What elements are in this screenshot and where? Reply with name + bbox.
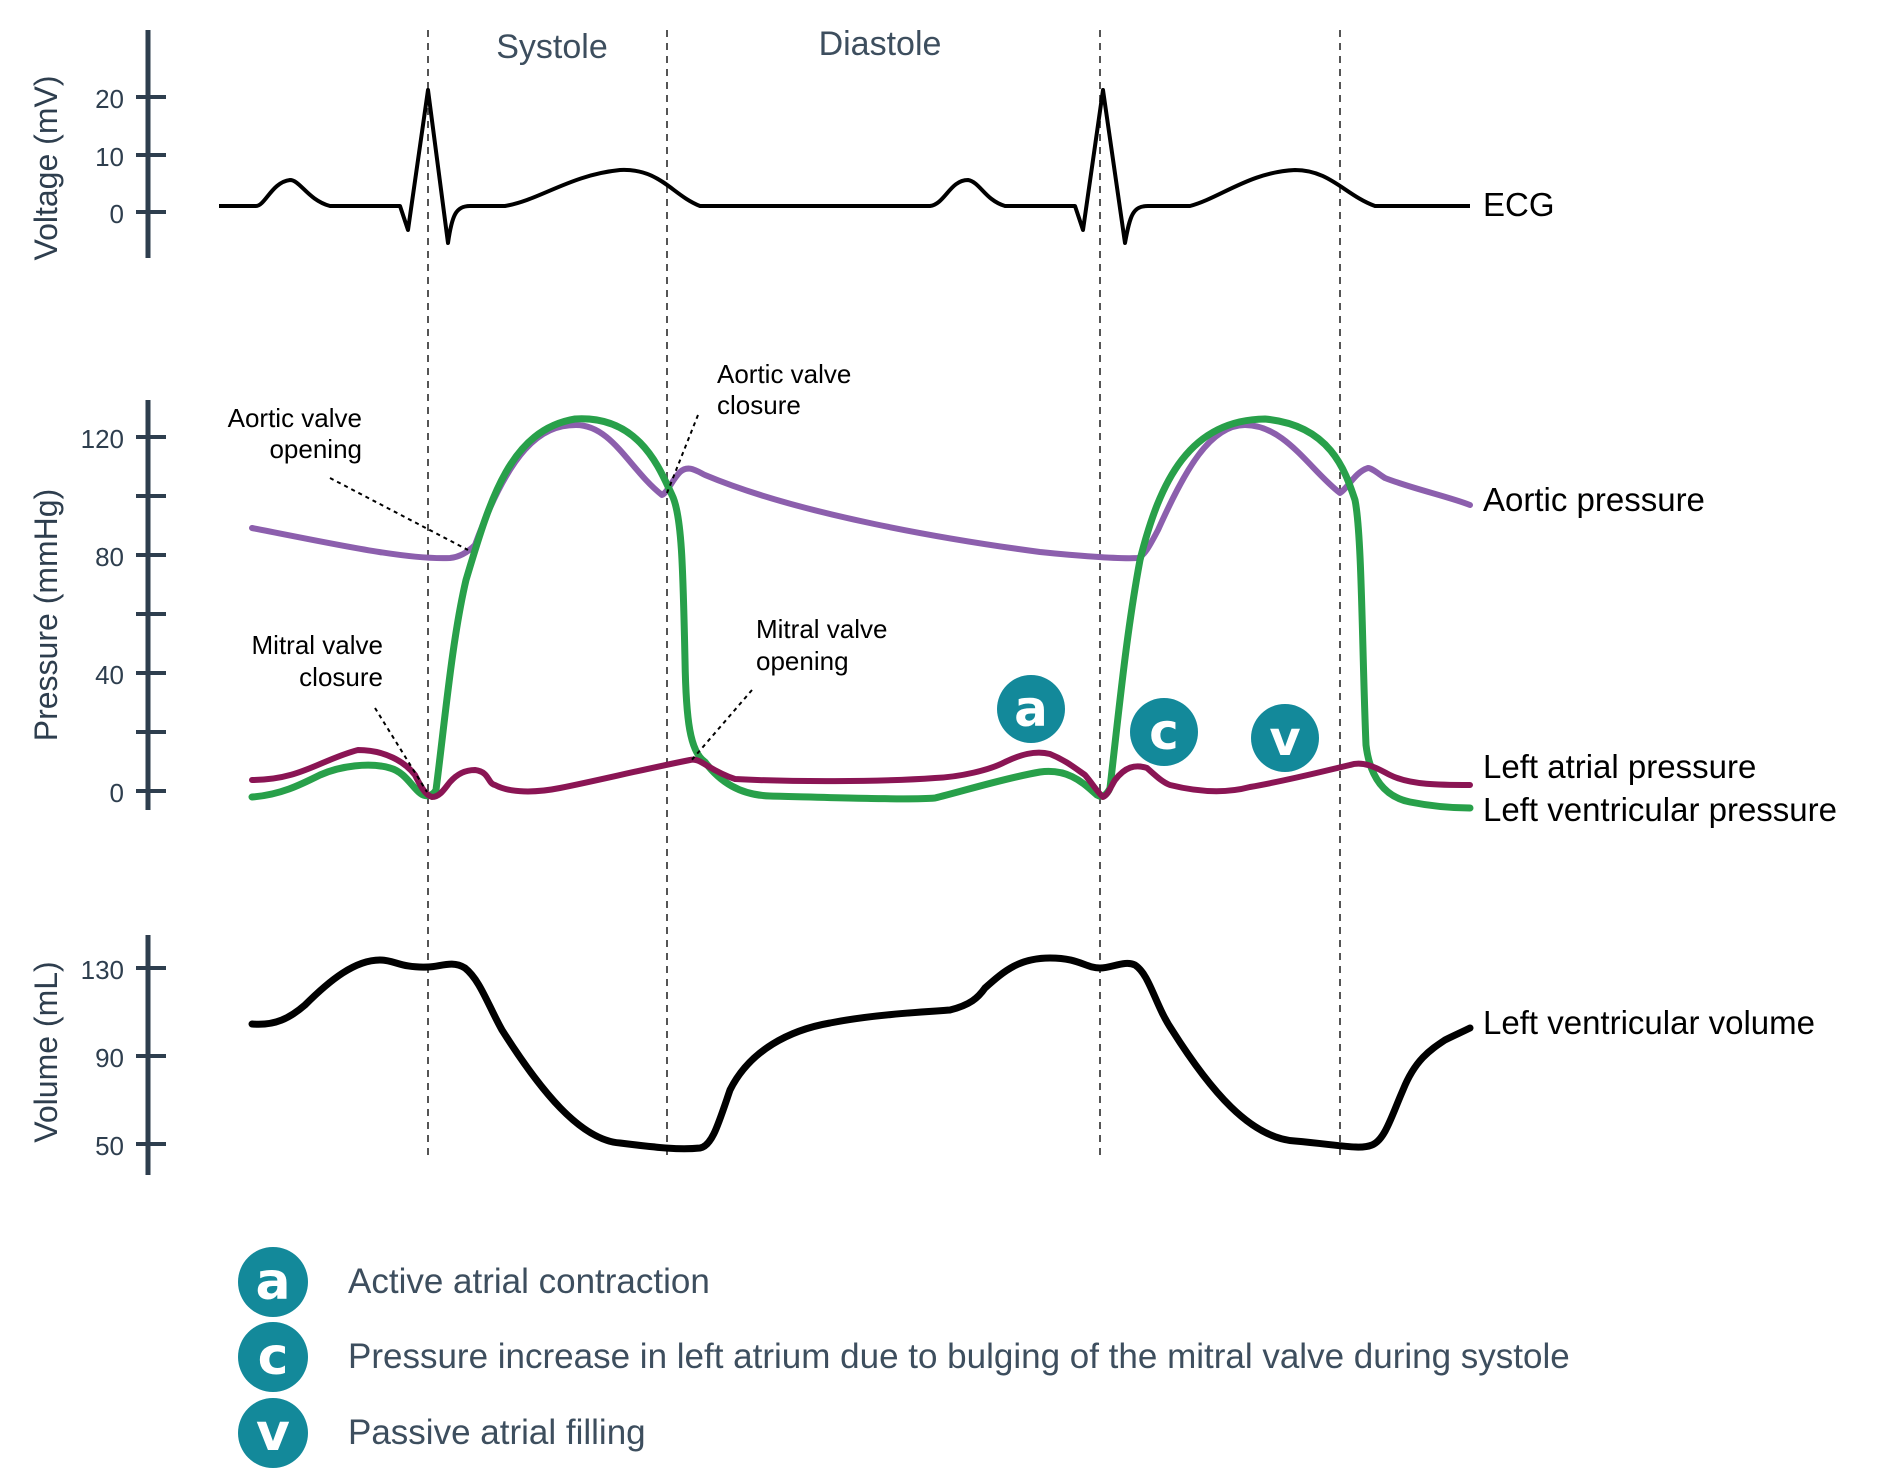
aortic-pressure-label: Aortic pressure: [1483, 481, 1705, 518]
annotation-aortic-opening-line2: opening: [269, 434, 362, 464]
ecg-axis-label: Voltage (mV): [28, 76, 64, 261]
pressure-tick-label: 120: [81, 424, 124, 454]
pressure-tick-label: 80: [95, 542, 124, 572]
annotation-mitral-opening-line2: opening: [756, 646, 849, 676]
left-atrial-pressure-trace: [249, 747, 1473, 800]
pressure-axis-label: Pressure (mmHg): [28, 489, 64, 741]
volume-panel: 130 90 50 Volume (mL) Left ventricular v…: [28, 935, 1815, 1175]
legend-text: Pressure increase in left atrium due to …: [348, 1337, 1570, 1376]
phase-label-diastole: Diastole: [819, 25, 942, 63]
volume-axis-label: Volume (mL): [28, 961, 64, 1142]
wave-marker-c: c: [1130, 698, 1198, 766]
annotation-leader-mitral-opening: [689, 689, 753, 763]
legend-item-v: v Passive atrial filling: [238, 1398, 646, 1468]
teal-circle-badge-icon: [997, 675, 1065, 743]
pressure-tick-label: 0: [110, 778, 124, 808]
pressure-tick-label: 40: [95, 660, 124, 690]
wave-marker-a: a: [997, 675, 1065, 743]
ecg-tick-label: 0: [110, 199, 124, 229]
ecg-trace-label: ECG: [1483, 186, 1555, 223]
teal-circle-badge-icon: [1251, 704, 1319, 772]
annotation-mitral-opening-line1: Mitral valve: [756, 614, 887, 644]
aortic-pressure-trace: [249, 422, 1473, 562]
ecg-panel: 20 10 0 Voltage (mV) ECG: [28, 30, 1555, 260]
left-ventricular-volume-label: Left ventricular volume: [1483, 1004, 1815, 1041]
wave-marker-letter: a: [1014, 680, 1048, 738]
ecg-tick-label: 20: [95, 84, 124, 114]
legend-letter: a: [255, 1252, 291, 1312]
legend-letter: v: [256, 1403, 290, 1463]
wave-marker-v: v: [1251, 704, 1319, 772]
phase-separators: [427, 30, 1341, 1160]
teal-circle-badge-icon: v: [238, 1398, 308, 1468]
volume-tick-label: 90: [95, 1043, 124, 1073]
legend-text: Passive atrial filling: [348, 1413, 646, 1452]
annotation-aortic-closure-line2: closure: [717, 390, 801, 420]
ecg-trace: [219, 88, 1470, 245]
teal-circle-badge-icon: a: [238, 1247, 308, 1317]
annotation-aortic-opening-line1: Aortic valve: [228, 403, 362, 433]
legend-letter: c: [257, 1327, 289, 1387]
annotation-leader-aortic-opening: [329, 477, 469, 551]
annotation-aortic-closure-line1: Aortic valve: [717, 359, 851, 389]
wave-marker-letter: c: [1149, 703, 1179, 761]
legend-item-a: a Active atrial contraction: [238, 1247, 710, 1317]
annotation-leader-aortic-closure: [666, 414, 699, 494]
left-atrial-pressure-label: Left atrial pressure: [1483, 748, 1756, 785]
volume-tick-label: 50: [95, 1131, 124, 1161]
legend-text: Active atrial contraction: [348, 1262, 710, 1301]
left-ventricular-pressure-trace: [248, 415, 1474, 812]
annotation-mitral-closure-line1: Mitral valve: [252, 630, 383, 660]
annotation-leader-mitral-closure: [374, 707, 428, 793]
pressure-panel: 120 80 40 0 Pressure (mmHg) Aortic valve…: [28, 359, 1837, 828]
volume-tick-label: 130: [81, 955, 124, 985]
legend-item-c: c Pressure increase in left atrium due t…: [238, 1322, 1570, 1392]
teal-circle-badge-icon: [1130, 698, 1198, 766]
wave-marker-letter: v: [1269, 711, 1300, 767]
left-ventricular-volume-trace: [248, 954, 1474, 1153]
teal-circle-badge-icon: c: [238, 1322, 308, 1392]
ecg-tick-label: 10: [95, 142, 124, 172]
annotation-mitral-closure-line2: closure: [299, 662, 383, 692]
left-ventricular-pressure-label: Left ventricular pressure: [1483, 791, 1837, 828]
phase-label-systole: Systole: [496, 28, 608, 66]
